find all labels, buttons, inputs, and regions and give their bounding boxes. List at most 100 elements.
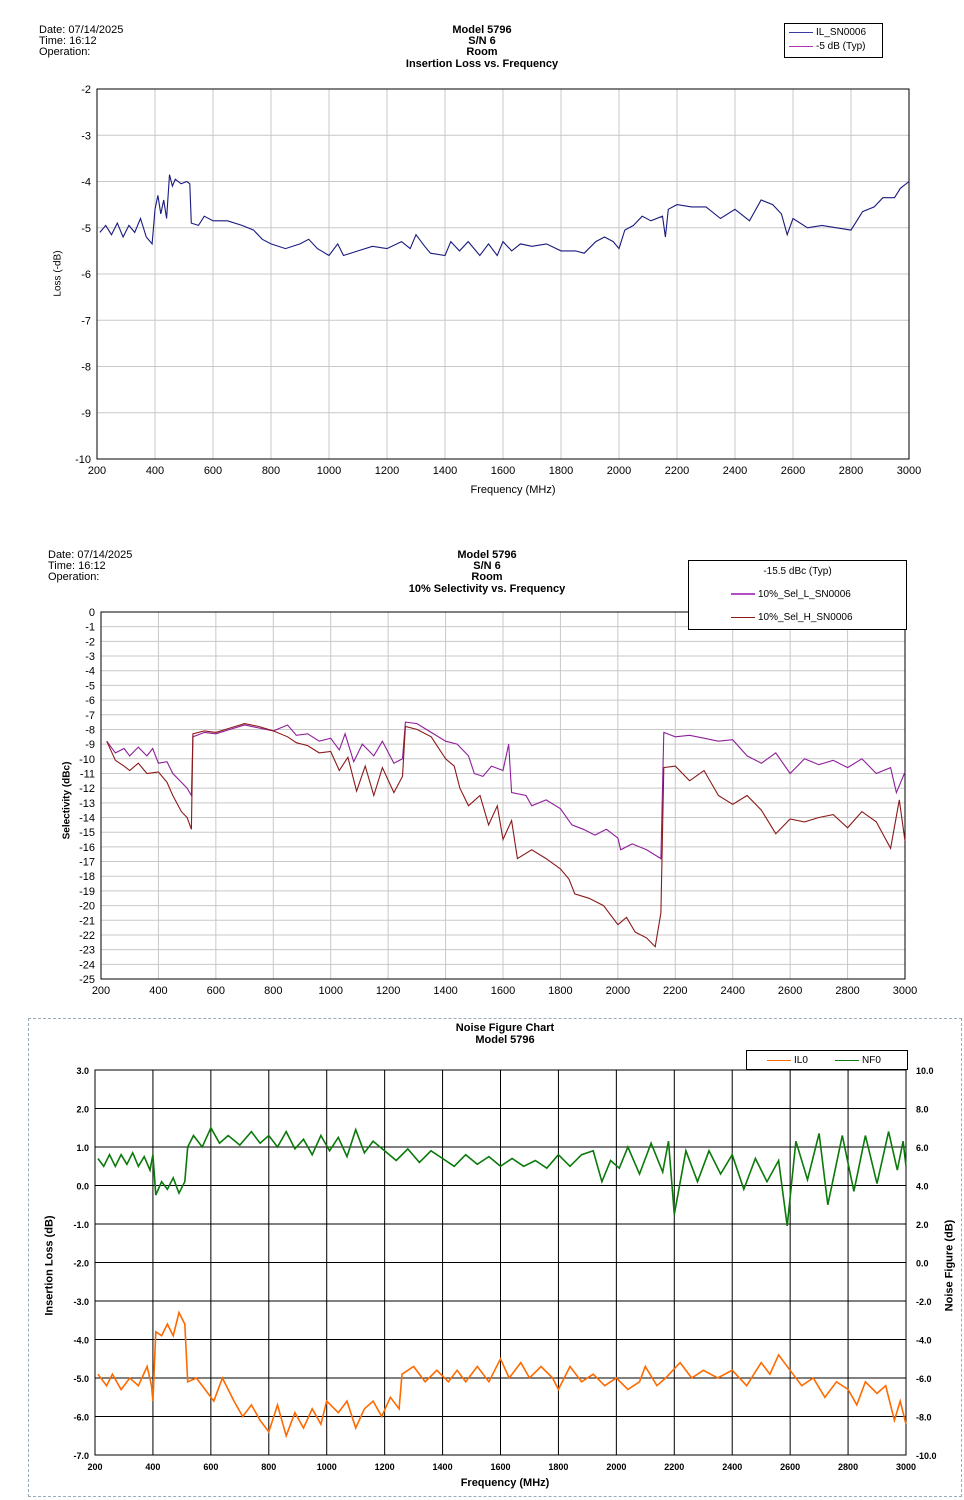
- chart1-title-model: Model 5796: [452, 24, 512, 36]
- x-tick-label: 1000: [317, 1462, 337, 1472]
- y-tick-label: -7.0: [73, 1451, 89, 1461]
- y-tick-label: -14: [79, 813, 95, 825]
- x-tick-label: 1200: [376, 985, 400, 997]
- x-tick-label: 600: [207, 985, 225, 997]
- legend-swatch: [835, 1059, 859, 1061]
- x-tick-label: 1800: [548, 1462, 568, 1472]
- chart2-title-model: Model 5796: [457, 549, 517, 561]
- y-tick-label: -5: [81, 223, 91, 235]
- y-tick-label: -11: [80, 768, 95, 780]
- y-tick-label: -2: [81, 84, 91, 96]
- y-tick-label: -17: [79, 857, 95, 869]
- x-tick-label: 1800: [548, 985, 572, 997]
- chart2-title-sn: S/N 6: [473, 560, 501, 572]
- x-tick-label: 1400: [433, 465, 457, 477]
- chart3-legend: IL0 NF0: [746, 1050, 908, 1070]
- x-tick-label: 2400: [722, 1462, 742, 1472]
- x-tick-label: 2000: [606, 1462, 626, 1472]
- y-tick-label: -8: [85, 724, 95, 736]
- x-tick-label: 2000: [607, 465, 631, 477]
- x-tick-label: 3000: [893, 985, 917, 997]
- chart2-date: Date: 07/14/2025: [48, 549, 133, 561]
- chart3-xlabel: Frequency (MHz): [460, 1477, 550, 1489]
- chart3-subtitle: Model 5796: [475, 1034, 535, 1046]
- legend-label: NF0: [862, 1054, 881, 1066]
- chart1-title-sn: S/N 6: [468, 35, 496, 47]
- legend-label: 10%_Sel_H_SN0006: [758, 611, 853, 623]
- legend-label: IL_SN0006: [816, 26, 867, 38]
- y-tick-label: -21: [79, 915, 95, 927]
- series-line-10-sel-h-sn0006: [106, 723, 906, 948]
- x-tick-label: 3000: [897, 465, 921, 477]
- x-tick-label: 1200: [375, 465, 399, 477]
- y-tick-label: -10: [75, 454, 91, 466]
- x-tick-label: 1000: [318, 985, 342, 997]
- y-tick-label: -5: [85, 680, 95, 692]
- x-tick-label: 2000: [606, 985, 630, 997]
- y-tick-label: -1: [85, 622, 95, 634]
- chart1-time: Time: 16:12: [39, 35, 97, 47]
- y-tick-label: -13: [79, 798, 95, 810]
- chart3-title: Noise Figure Chart: [455, 1022, 555, 1034]
- y2-tick-label: 8.0: [916, 1105, 929, 1115]
- x-tick-label: 2800: [839, 465, 863, 477]
- y2-tick-label: 2.0: [916, 1220, 929, 1230]
- x-tick-label: 1200: [375, 1462, 395, 1472]
- chart1-date: Date: 07/14/2025: [39, 24, 124, 36]
- x-tick-label: 1400: [433, 1462, 453, 1472]
- y2-tick-label: 10.0: [916, 1066, 934, 1076]
- x-tick-label: 600: [204, 465, 222, 477]
- x-tick-label: 2400: [723, 465, 747, 477]
- x-tick-label: 800: [262, 465, 280, 477]
- y2-tick-label: 0.0: [916, 1259, 929, 1269]
- x-tick-label: 2200: [664, 1462, 684, 1472]
- y-tick-label: -25: [79, 974, 95, 986]
- legend-label-typ: -15.5 dBc (Typ): [763, 566, 832, 577]
- x-tick-label: 3000: [896, 1462, 916, 1472]
- y-tick-label: -1.0: [73, 1220, 89, 1230]
- y-tick-label: -8: [81, 362, 91, 374]
- y-tick-label: 2.0: [76, 1105, 89, 1115]
- y-tick-label: -22: [79, 930, 95, 942]
- y-tick-label: -4: [85, 666, 95, 678]
- x-tick-label: 200: [92, 985, 110, 997]
- y2-tick-label: -8.0: [916, 1413, 932, 1423]
- y-tick-label: -23: [79, 945, 95, 957]
- noise-figure-chart-frame: [28, 1018, 962, 1497]
- series-line-10-sel-l-sn0006: [106, 721, 906, 860]
- chart1-title-room: Room: [466, 46, 498, 58]
- x-tick-label: 800: [261, 1462, 276, 1472]
- plot-area-border: [94, 1069, 907, 1456]
- legend-swatch: [731, 616, 755, 618]
- y-tick-label: -4: [81, 177, 91, 189]
- y2-tick-label: 4.0: [916, 1182, 929, 1192]
- y-tick-label: -16: [79, 842, 95, 854]
- chart2-ylabel: Selectivity (dBc): [61, 761, 73, 840]
- legend-item-il: IL_SN0006: [789, 25, 882, 39]
- x-tick-label: 2200: [663, 985, 687, 997]
- x-tick-label: 2400: [720, 985, 744, 997]
- legend-label: IL0: [794, 1054, 808, 1066]
- y-tick-label: -2.0: [73, 1259, 89, 1269]
- series-line-il-sn0006: [99, 174, 910, 257]
- x-tick-label: 1000: [317, 465, 341, 477]
- x-tick-label: 1600: [490, 1462, 510, 1472]
- x-tick-label: 2600: [780, 1462, 800, 1472]
- y-tick-label: -3: [85, 651, 95, 663]
- legend-item-il0: IL0: [767, 1053, 808, 1067]
- chart2-title-room: Room: [471, 571, 503, 583]
- legend-item-typ: -5 dB (Typ): [789, 39, 882, 53]
- chart3-y2label: Noise Figure (dB): [943, 1219, 956, 1312]
- x-tick-label: 2800: [835, 985, 859, 997]
- chart1-legend: IL_SN0006 -5 dB (Typ): [784, 23, 883, 58]
- x-tick-label: 2600: [778, 985, 802, 997]
- x-tick-label: 1600: [491, 465, 515, 477]
- y2-tick-label: -10.0: [916, 1451, 937, 1461]
- y-tick-label: -3: [81, 130, 91, 142]
- chart2-legend: -15.5 dBc (Typ) 10%_Sel_L_SN0006 10%_Sel…: [688, 560, 907, 630]
- chart2-title: 10% Selectivity vs. Frequency: [408, 583, 566, 595]
- y2-tick-label: 6.0: [916, 1143, 929, 1153]
- y2-tick-label: -4.0: [916, 1336, 932, 1346]
